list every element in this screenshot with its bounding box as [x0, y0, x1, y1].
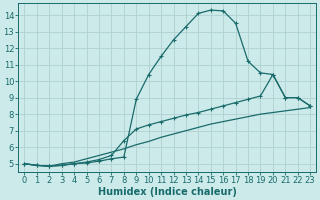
- X-axis label: Humidex (Indice chaleur): Humidex (Indice chaleur): [98, 187, 237, 197]
